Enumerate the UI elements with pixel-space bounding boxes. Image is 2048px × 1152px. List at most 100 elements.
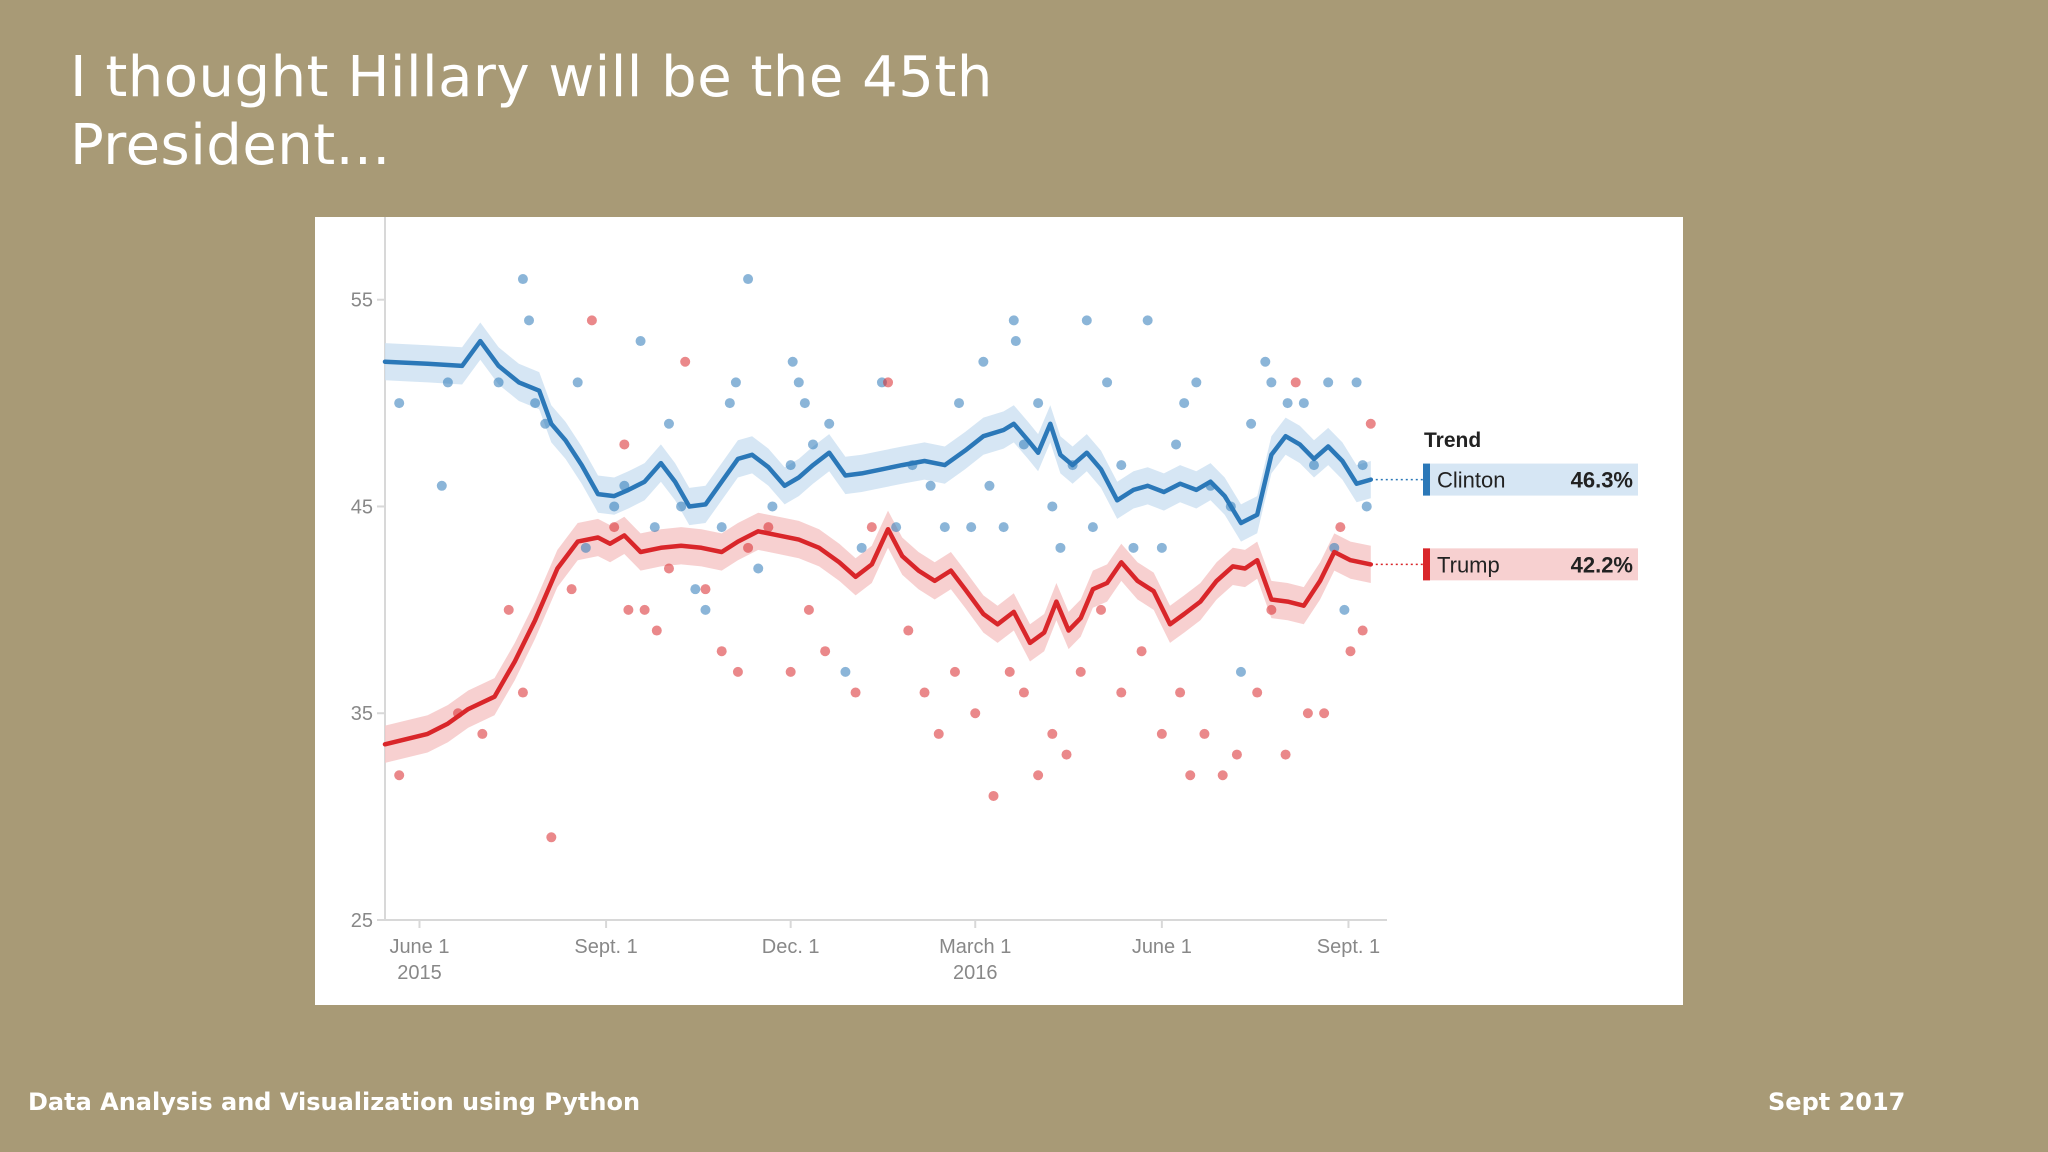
trump-poll-point [716, 646, 727, 657]
x-tick-label: Sept. 1 [1317, 936, 1380, 958]
trump-poll-point [1033, 770, 1044, 781]
trump-poll-point [1319, 708, 1330, 719]
trump-poll-point [866, 522, 877, 533]
legend-title: Trend [1424, 429, 1481, 452]
trump-poll-point [546, 832, 557, 843]
clinton-poll-point [1179, 398, 1190, 409]
clinton-poll-point [442, 377, 453, 388]
clinton-poll-point [716, 522, 727, 533]
trump-poll-point [477, 728, 488, 739]
trump-poll-point [883, 377, 894, 388]
trump-poll-point [394, 770, 405, 781]
trump-trend-line [382, 526, 1374, 747]
trump-poll-point [949, 666, 960, 677]
clinton-poll-point [743, 274, 754, 285]
clinton-poll-point [925, 480, 936, 491]
clinton-poll-point [1102, 377, 1113, 388]
poll-trend-chart: 25 35 45 55 June 1 2015 Sept. 1 Dec. 1 March 1 20… [351, 217, 1638, 984]
trump-poll-point [1357, 625, 1368, 636]
trump-poll-point [785, 666, 796, 677]
clinton-poll-point [1298, 398, 1309, 409]
clinton-poll-point [1171, 439, 1182, 450]
x-tick-label: March 1 [939, 936, 1011, 958]
clinton-poll-point [609, 501, 620, 512]
clinton-poll-point [676, 501, 687, 512]
clinton-poll-point [1339, 604, 1350, 615]
clinton-poll-point [580, 542, 591, 553]
clinton-poll-point [824, 418, 835, 429]
footer-course-title: Data Analysis and Visualization using Py… [28, 1088, 641, 1116]
clinton-poll-point [524, 315, 535, 326]
clinton-legend-box [1423, 463, 1638, 496]
x-tick-label: Dec. 1 [762, 936, 820, 958]
x-tick-year-label: 2015 [397, 962, 442, 984]
trump-poll-point [763, 522, 774, 533]
clinton-poll-point [856, 542, 867, 553]
clinton-poll-point [1128, 542, 1139, 553]
slide-title: I thought Hillary will be the 45th Presi… [70, 45, 993, 178]
y-tick-label: 25 [351, 910, 373, 932]
trump-poll-point [1116, 687, 1127, 698]
clinton-poll-point [767, 501, 778, 512]
trump-poll-point [1185, 770, 1196, 781]
clinton-poll-point [700, 604, 711, 615]
trump-poll-point [651, 625, 662, 636]
clinton-poll-point [1156, 542, 1167, 553]
clinton-poll-point [785, 460, 796, 471]
clinton-poll-point [753, 563, 764, 574]
clinton-poll-point [799, 398, 810, 409]
clinton-poll-point [724, 398, 735, 409]
trump-poll-point [1217, 770, 1228, 781]
clinton-poll-point [1323, 377, 1334, 388]
trump-poll-point [517, 687, 528, 698]
clinton-poll-point [954, 398, 965, 409]
clinton-poll-point [1010, 336, 1021, 347]
clinton-poll-point [517, 274, 528, 285]
clinton-confidence-band [385, 322, 1371, 542]
x-tick-year-label: 2016 [953, 962, 998, 984]
clinton-poll-point [649, 522, 660, 533]
trump-poll-point [700, 584, 711, 595]
clinton-poll-point [1329, 542, 1340, 553]
trump-poll-point [1075, 666, 1086, 677]
clinton-poll-point [1081, 315, 1092, 326]
clinton-poll-point [984, 480, 995, 491]
trump-poll-point [663, 563, 674, 574]
clinton-poll-point [1357, 460, 1368, 471]
clinton-poll-point [493, 377, 504, 388]
trump-poll-point [503, 604, 514, 615]
trump-poll-point [803, 604, 814, 615]
trump-poll-point [820, 646, 831, 657]
clinton-poll-point [891, 522, 902, 533]
clinton-legend-name: Clinton [1437, 468, 1505, 493]
trump-poll-point [1047, 728, 1058, 739]
clinton-poll-point [1055, 542, 1066, 553]
trump-poll-point [1345, 646, 1356, 657]
trump-poll-point [1136, 646, 1147, 657]
clinton-poll-point [840, 666, 851, 677]
clinton-poll-point [1246, 418, 1257, 429]
trump-poll-point [1365, 418, 1376, 429]
trump-legend-box [1423, 548, 1638, 581]
trump-poll-point [970, 708, 981, 719]
trump-poll-point [1156, 728, 1167, 739]
trump-poll-point [1266, 604, 1277, 615]
trump-poll-point [1335, 522, 1346, 533]
y-tick-label: 35 [351, 703, 373, 725]
x-tick-label: June 1 [1132, 936, 1192, 958]
trump-poll-point [1199, 728, 1210, 739]
clinton-poll-point [1116, 460, 1127, 471]
clinton-poll-point [572, 377, 583, 388]
trump-legend-value: 42.2% [1571, 552, 1633, 577]
trump-poll-point [1290, 377, 1301, 388]
clinton-poll-point [1308, 460, 1319, 471]
clinton-poll-point [1142, 315, 1153, 326]
trump-legend-name: Trump [1437, 552, 1500, 577]
clinton-poll-point [1282, 398, 1293, 409]
clinton-poll-point [1266, 377, 1277, 388]
clinton-legend-value: 46.3% [1571, 468, 1633, 493]
x-tick-label: Sept. 1 [574, 936, 637, 958]
clinton-poll-point [540, 418, 551, 429]
trump-poll-point [850, 687, 861, 698]
y-tick-label: 55 [351, 290, 373, 312]
